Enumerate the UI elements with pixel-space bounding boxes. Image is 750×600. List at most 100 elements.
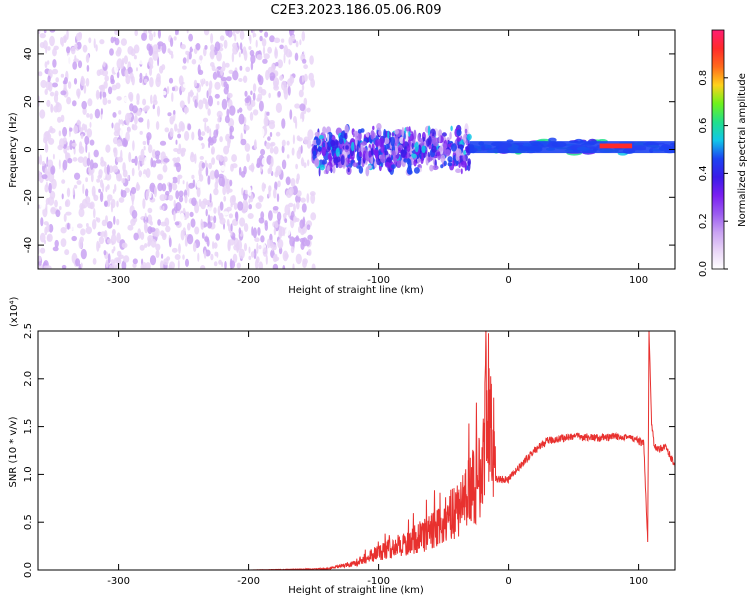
heatmap-cell	[239, 217, 246, 227]
heatmap-cell	[82, 156, 89, 168]
heatmap-cell	[218, 259, 223, 265]
heatmap-cell	[142, 262, 147, 269]
heatmap-cell	[189, 153, 196, 163]
x-tick-label: -200	[237, 275, 260, 286]
heatmap-cell	[458, 162, 461, 168]
heatmap-cell	[287, 146, 290, 156]
heatmap-cell	[223, 81, 228, 88]
heatmap-cell	[146, 43, 152, 51]
heatmap-cell	[180, 229, 185, 241]
heatmap-cell	[222, 61, 226, 72]
heatmap-cell	[376, 123, 382, 131]
heatmap-cell	[466, 133, 472, 141]
heatmap-cell	[155, 250, 160, 258]
heatmap-cell	[110, 78, 115, 85]
heatmap-cell	[164, 127, 170, 133]
heatmap-cell	[307, 159, 310, 167]
heatmap-cell	[277, 91, 281, 98]
heatmap-cell	[60, 73, 65, 78]
heatmap-cell	[204, 121, 207, 132]
heatmap-cell	[81, 100, 87, 110]
heatmap-cell	[352, 162, 358, 168]
y-tick-label: 2.0	[23, 371, 34, 387]
heatmap-cell	[229, 135, 235, 140]
heatmap-cell	[116, 58, 123, 69]
heatmap-cell	[78, 207, 85, 218]
heatmap-cell	[44, 143, 49, 153]
heatmap-cell	[199, 55, 203, 61]
heatmap-cell	[323, 159, 327, 165]
heatmap-cell	[228, 69, 234, 74]
heatmap-cell	[50, 104, 54, 113]
heatmap-cell	[179, 212, 185, 222]
heatmap-cell	[209, 170, 216, 180]
heatmap-cell	[135, 183, 141, 191]
heatmap-cell	[234, 33, 237, 42]
heatmap-cell	[299, 237, 306, 243]
heatmap-peak	[599, 143, 633, 149]
heatmap-cell	[275, 165, 282, 176]
heatmap-cell	[292, 134, 295, 145]
heatmap-cell	[198, 136, 204, 141]
heatmap-cell	[421, 151, 424, 161]
y-tick-label: 0	[23, 146, 34, 152]
heatmap-cell	[159, 140, 167, 146]
heatmap-cell	[49, 30, 56, 33]
heatmap-cell	[89, 139, 95, 146]
heatmap-cell	[441, 132, 447, 137]
heatmap-cell	[257, 195, 264, 201]
heatmap-cell	[287, 86, 291, 96]
snr-y-label: SNR (10 * v/v)	[8, 416, 19, 487]
heatmap-cell	[86, 223, 89, 228]
heatmap-cell	[130, 48, 136, 57]
heatmap-cell	[127, 224, 134, 231]
heatmap-cell	[287, 209, 291, 218]
heatmap-cell	[160, 221, 167, 227]
heatmap-cell	[335, 163, 339, 169]
heatmap-cell	[121, 178, 126, 184]
heatmap-cell	[402, 137, 405, 147]
heatmap-cell	[255, 256, 260, 264]
heatmap-cell	[155, 243, 161, 251]
heatmap-cell	[108, 86, 113, 95]
heatmap-cell	[279, 30, 285, 39]
heatmap-cell	[411, 142, 414, 150]
heatmap-cell	[300, 241, 305, 250]
heatmap-cell	[440, 164, 444, 169]
heatmap-cell	[125, 131, 130, 142]
heatmap-cell	[211, 64, 216, 72]
heatmap-cell	[266, 111, 270, 116]
heatmap-cell	[257, 93, 263, 101]
heatmap-cell	[218, 213, 224, 221]
heatmap-cell	[305, 239, 311, 247]
heatmap-cell	[258, 245, 262, 250]
snr-series-line	[38, 331, 675, 570]
heatmap-cell	[351, 141, 355, 152]
heatmap-cell	[162, 205, 165, 211]
heatmap-cell	[260, 235, 265, 243]
heatmap-cell	[129, 94, 134, 102]
heatmap-cell	[206, 90, 209, 99]
heatmap-cell	[140, 173, 147, 184]
x-tick-label: -200	[237, 576, 260, 587]
heatmap-cell	[258, 261, 263, 269]
heatmap-cell	[255, 202, 262, 210]
heatmap-cell	[309, 55, 314, 65]
heatmap-cell	[44, 131, 50, 137]
chart-title: C2E3.2023.186.05.06.R09	[270, 3, 441, 18]
heatmap-cell	[161, 42, 167, 54]
heatmap-cell	[44, 88, 48, 95]
heatmap-cell	[332, 165, 336, 174]
heatmap-cell	[113, 215, 116, 225]
heatmap-cell	[206, 125, 210, 134]
heatmap-cell	[76, 180, 82, 185]
heatmap-cell	[144, 157, 148, 168]
heatmap-cell	[290, 246, 295, 254]
heatmap-cell	[272, 206, 279, 211]
heatmap-cell	[234, 30, 241, 34]
heatmap-cell	[101, 219, 107, 227]
heatmap-cell	[66, 46, 71, 54]
heatmap-cell	[206, 184, 213, 189]
heatmap-cell	[192, 242, 197, 253]
heatmap-cell	[95, 89, 100, 100]
